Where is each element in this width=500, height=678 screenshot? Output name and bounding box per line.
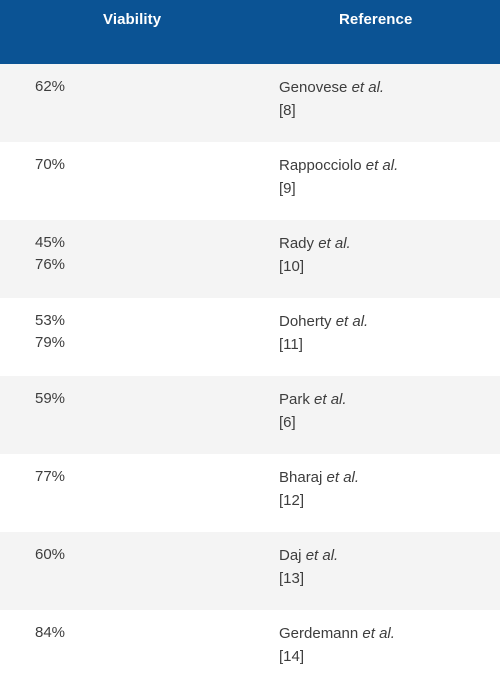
table-row: 45% 76% Rady et al. [10] [0,220,500,298]
reference-author: Bharaj [279,469,323,486]
reference-citation[interactable]: [6] [279,414,296,431]
table-row: 62% Genovese et al. [8] [0,64,500,142]
table-row: 53% 79% Doherty et al. [11] [0,298,500,376]
reference-cell: Park et al. [6] [279,388,347,434]
table-row: 84% Gerdemann et al. [14] [0,610,500,678]
viability-value: 76% [35,256,66,273]
reference-citation[interactable]: [12] [279,492,305,509]
table-header: Viability Reference [0,0,500,64]
viability-cell: 59% [35,388,65,410]
reference-citation[interactable]: [13] [279,570,305,587]
reference-citation[interactable]: [14] [279,648,305,665]
viability-value: 45% [35,234,66,251]
viability-cell: 84% [35,622,65,644]
column-header-reference: Reference [339,11,413,28]
reference-etal: et al. [365,157,399,174]
reference-etal: et al. [314,391,347,408]
reference-author: Gerdemann [279,625,359,642]
reference-cell: Rady et al. [10] [279,232,351,278]
reference-citation[interactable]: [11] [279,336,303,353]
reference-etal: et al. [362,625,395,642]
reference-cell: Rappocciolo et al. [9] [279,154,398,200]
reference-citation[interactable]: [8] [279,102,296,119]
viability-value: 84% [35,624,66,641]
column-header-viability: Viability [103,11,162,28]
reference-etal: et al. [335,313,369,330]
reference-cell: Doherty et al. [11] [279,310,368,356]
viability-cell: 53% 79% [35,310,65,354]
reference-author: Doherty [279,313,332,330]
reference-author: Park [279,391,310,408]
reference-cell: Bharaj et al. [12] [279,466,359,512]
viability-value: 79% [35,334,66,351]
viability-cell: 60% [35,544,65,566]
reference-cell: Genovese et al. [8] [279,76,384,122]
table-row: 59% Park et al. [6] [0,376,500,454]
viability-value: 77% [35,468,66,485]
table-row: 70% Rappocciolo et al. [9] [0,142,500,220]
reference-author: Rady [279,235,315,252]
reference-etal: et al. [305,547,339,564]
viability-value: 59% [35,390,66,407]
reference-etal: et al. [326,469,360,486]
reference-etal: et al. [351,79,385,96]
reference-cell: Gerdemann et al. [14] [279,622,395,668]
viability-cell: 45% 76% [35,232,65,276]
reference-etal: et al. [318,235,351,252]
reference-author: Daj [279,547,302,564]
table-row: 77% Bharaj et al. [12] [0,454,500,532]
viability-value: 53% [35,312,66,329]
reference-author: Genovese [279,79,348,96]
viability-value: 60% [35,546,66,563]
viability-cell: 70% [35,154,65,176]
viability-cell: 77% [35,466,65,488]
reference-citation[interactable]: [9] [279,180,296,197]
reference-cell: Daj et al. [13] [279,544,338,590]
viability-cell: 62% [35,76,65,98]
viability-value: 62% [35,78,66,95]
viability-value: 70% [35,156,66,173]
table-body: 62% Genovese et al. [8] 70% Rappocciolo … [0,64,500,678]
table-row: 60% Daj et al. [13] [0,532,500,610]
reference-author: Rappocciolo [279,157,362,174]
reference-citation[interactable]: [10] [279,258,305,275]
